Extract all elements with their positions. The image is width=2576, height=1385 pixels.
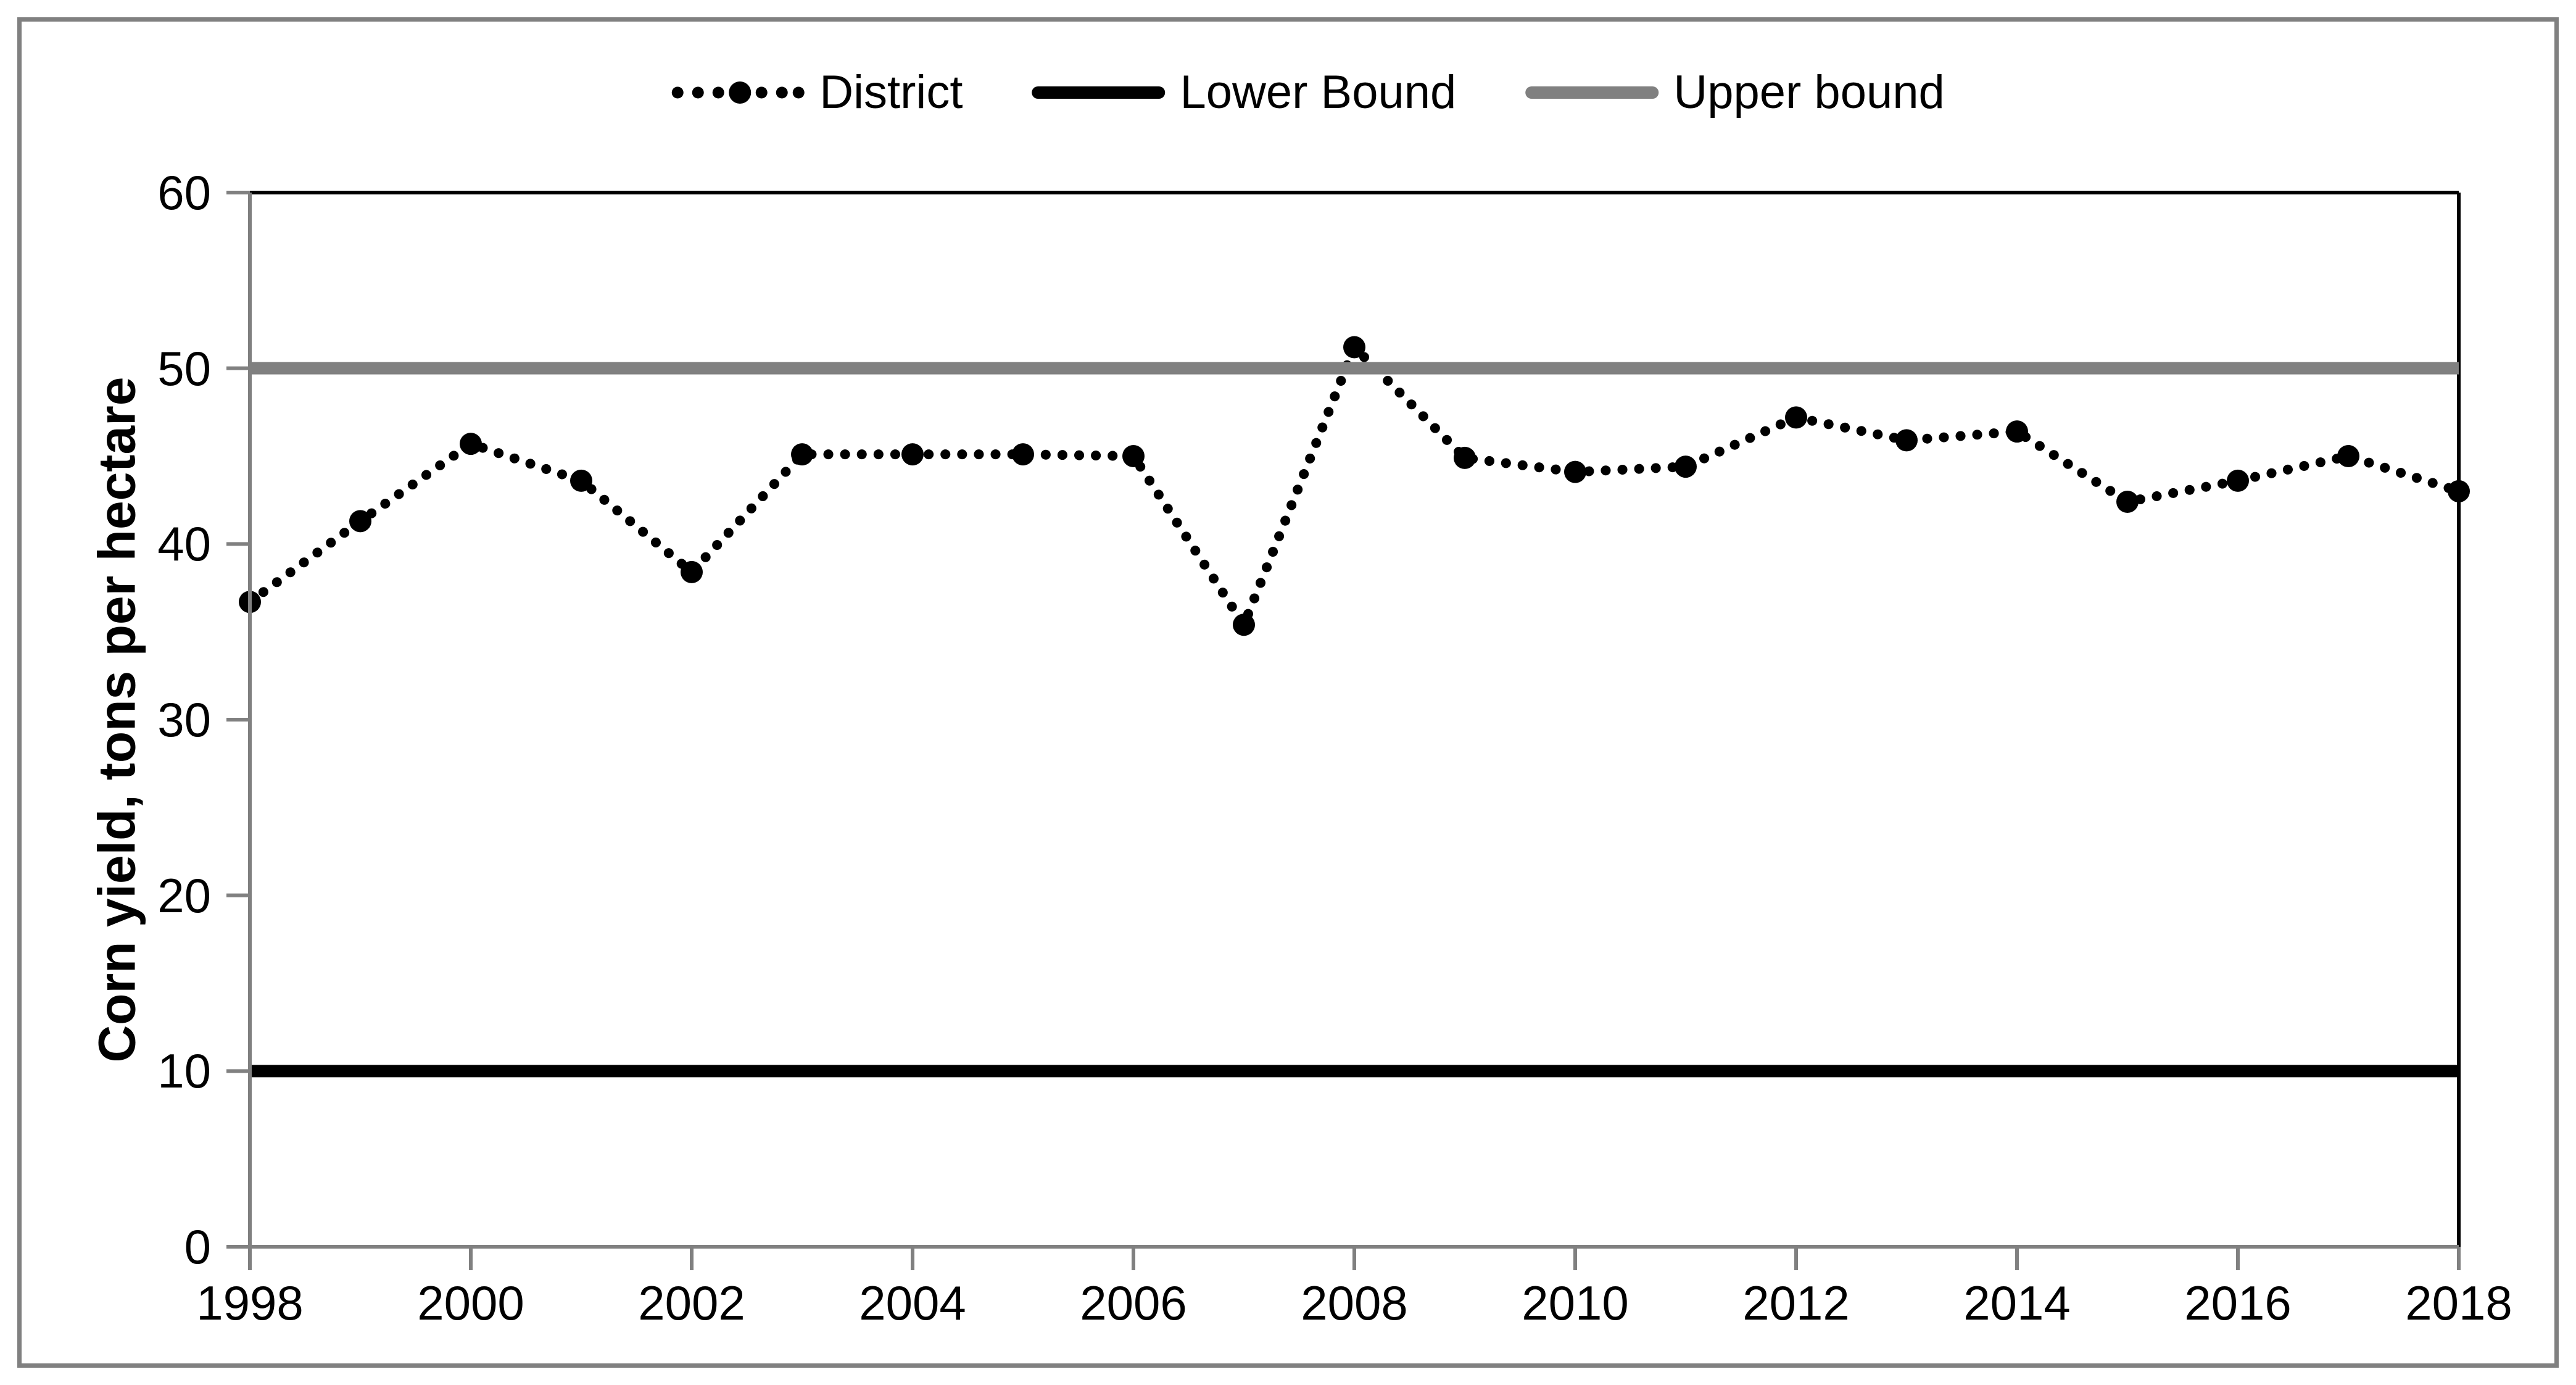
district-data-point-2011 [1675,455,1697,478]
district-swatch-dot [692,86,704,99]
x-tick-label-2002: 2002 [638,1276,745,1330]
district-data-point-2007 [1233,613,1255,636]
legend-item-lower-bound: Lower Bound [1032,69,1456,116]
lower-bound-line-swatch [1032,86,1166,99]
legend-item-upper-bound: Upper bound [1525,66,1945,119]
x-tick-label-2018: 2018 [2405,1276,2512,1330]
district-data-point-2018 [2448,480,2470,502]
legend-item-district: District [671,69,963,116]
y-tick-label-50: 50 [157,341,211,396]
district-data-point-2012 [1785,406,1807,429]
district-data-point-2008 [1343,336,1365,359]
district-data-point-1999 [349,510,371,533]
y-tick-label-20: 20 [157,868,211,923]
x-tick-label-2004: 2004 [859,1276,966,1330]
legend-label-lower-bound: Lower Bound [1180,66,1457,119]
district-swatch-dot [776,86,788,99]
y-tick-label-60: 60 [157,165,211,220]
district-swatch-dot [729,81,752,104]
y-tick-label-40: 40 [157,517,211,572]
x-tick-label-2006: 2006 [1080,1276,1187,1330]
district-data-point-2000 [460,433,482,455]
x-tick-label-2000: 2000 [417,1276,524,1330]
x-tick-label-2012: 2012 [1742,1276,1850,1330]
y-tick-label-0: 0 [184,1220,211,1274]
district-data-point-2010 [1564,460,1586,483]
district-data-point-2014 [2006,420,2028,443]
x-tick-label-2016: 2016 [2184,1276,2292,1330]
x-tick-label-2010: 2010 [1522,1276,1629,1330]
district-swatch-dot [792,86,805,99]
x-tick-label-2014: 2014 [1963,1276,2071,1330]
district-data-point-2001 [570,469,592,492]
district-swatch-dot [712,86,724,99]
district-swatch-dot [671,86,684,99]
upper-bound-line-swatch [1525,86,1659,99]
district-swatch-dot [755,86,768,99]
district-data-point-2004 [901,443,924,466]
district-data-point-2013 [1895,429,1918,452]
x-tick-label-2008: 2008 [1301,1276,1408,1330]
district-data-point-2009 [1454,446,1476,469]
district-data-point-2015 [2116,491,2139,514]
district-data-point-2005 [1012,443,1034,466]
legend-label-upper-bound: Upper bound [1673,66,1945,119]
district-data-point-2017 [2337,445,2359,467]
district-dotted-line-swatch [671,81,805,104]
district-data-point-2002 [681,560,703,583]
district-data-point-2003 [791,443,813,466]
legend: District Lower Bound Upper bound [671,69,1945,116]
x-tick-label-1998: 1998 [196,1276,304,1330]
district-data-point-2006 [1122,445,1145,467]
y-tick-label-10: 10 [157,1044,211,1099]
legend-label-district: District [819,66,963,119]
y-tick-label-30: 30 [157,692,211,747]
district-data-point-2016 [2227,469,2249,492]
